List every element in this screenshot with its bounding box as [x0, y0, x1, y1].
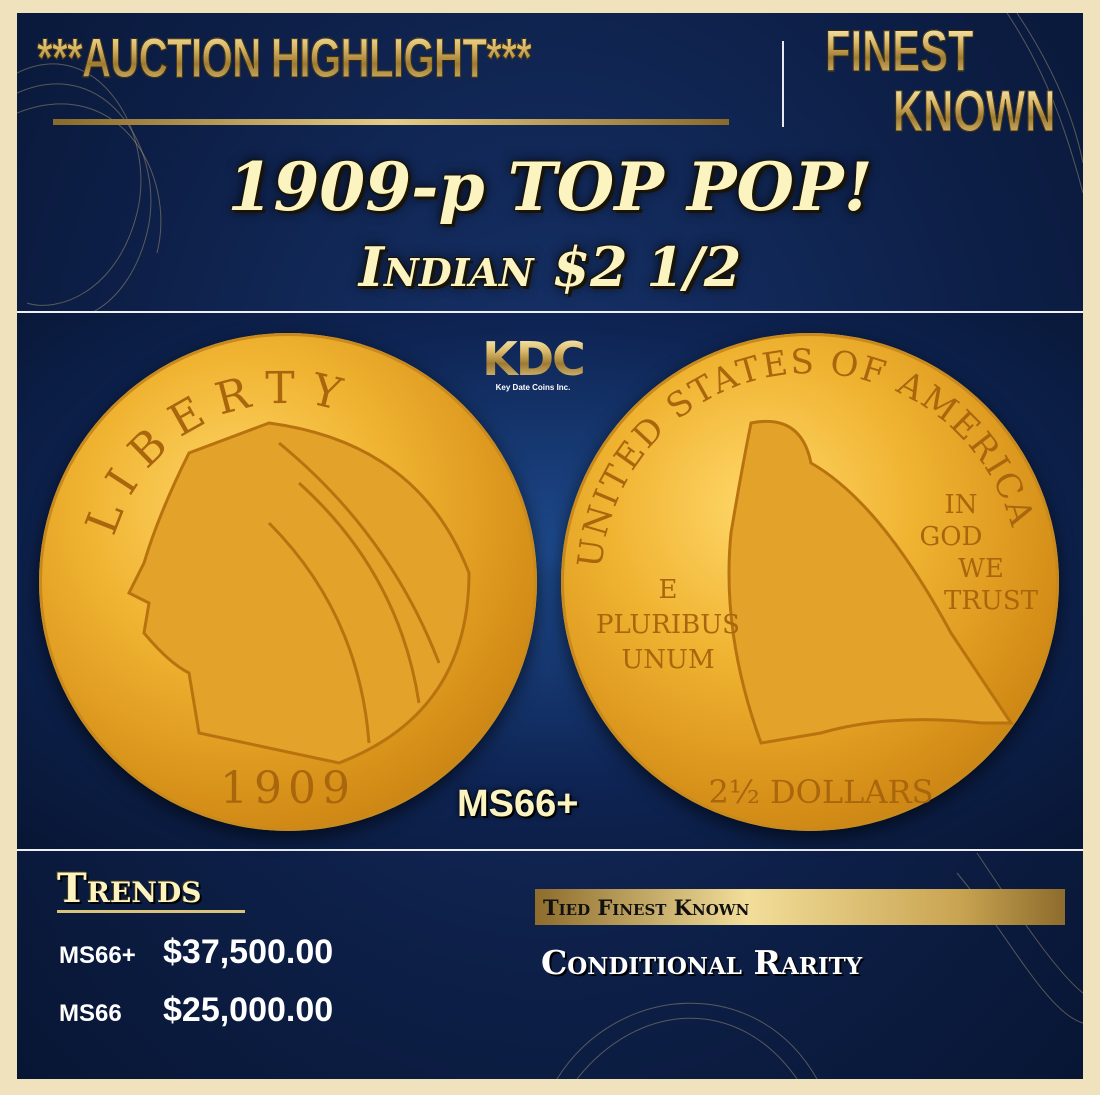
coin-panel: LIBERTY 1909 UNITED STATES OF AMERICA E … — [17, 311, 1083, 851]
finest-line1: FINEST — [825, 19, 974, 84]
trend-grade: MS66+ — [59, 942, 136, 969]
trend-row: MS66 $25,000.00 — [59, 991, 333, 1030]
denomination: 2½ DOLLARS — [708, 773, 933, 811]
motto-in: IN — [944, 490, 977, 520]
trend-grade: MS66 — [59, 1000, 122, 1027]
kdc-logo: KDC Key Date Coins Inc. — [463, 335, 603, 392]
trend-value: $37,500.00 — [163, 933, 334, 971]
trend-value: $25,000.00 — [163, 991, 334, 1029]
coin-grade: MS66+ — [457, 783, 579, 825]
finest-known-badge: Tied Finest Known — [535, 889, 1065, 925]
page-subtitle: Indian $2 1/2 — [358, 235, 742, 299]
poster: ***AUCTION HIGHLIGHT*** FINEST KNOWN 190… — [17, 13, 1083, 1079]
divider — [782, 41, 784, 127]
obverse-coin-image: LIBERTY 1909 — [39, 333, 537, 831]
finest-line2: KNOWN — [893, 79, 1056, 144]
badge-text: Tied Finest Known — [543, 895, 750, 920]
auction-highlight-heading: ***AUCTION HIGHLIGHT*** — [37, 26, 533, 90]
logo-brand: KDC — [463, 335, 603, 383]
trends-heading: Trends — [57, 865, 202, 912]
obverse-date: 1909 — [220, 763, 356, 814]
page-title: 1909-p TOP POP! — [227, 148, 873, 226]
heading-underline — [53, 119, 729, 125]
logo-tagline: Key Date Coins Inc. — [495, 383, 571, 392]
motto-we: WE — [958, 554, 1004, 584]
reverse-coin-image: UNITED STATES OF AMERICA E PLURIBUS UNUM… — [561, 333, 1059, 831]
motto-e: E — [659, 575, 678, 605]
motto-trust: TRUST — [944, 586, 1039, 616]
trend-row: MS66+ $37,500.00 — [59, 933, 333, 972]
motto-god: GOD — [920, 522, 983, 552]
motto-unum: UNUM — [621, 645, 714, 675]
trends-underline — [57, 910, 245, 913]
rarity-label: Conditional Rarity — [541, 943, 863, 982]
motto-pluribus: PLURIBUS — [596, 610, 740, 640]
